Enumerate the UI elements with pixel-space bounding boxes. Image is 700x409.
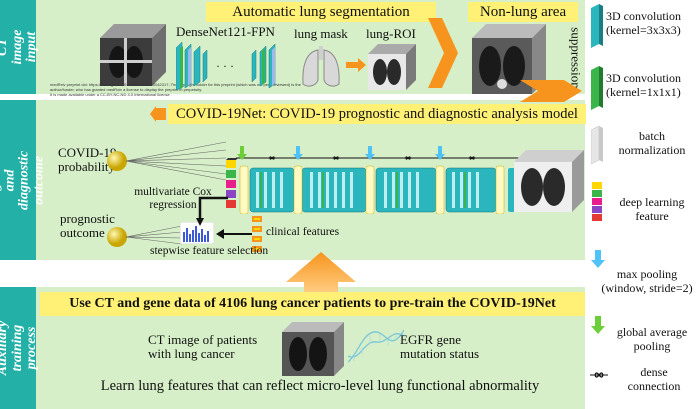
legend-dense-icon (590, 372, 608, 378)
lung-roi-label: lung-ROI (366, 26, 416, 41)
bottom-ct-cube (282, 322, 344, 376)
ct-input-cube (100, 24, 166, 86)
auxiliary-label: Auxiliary training process (0, 320, 40, 376)
dna-icon (348, 329, 404, 363)
legend-maxpool-label: max pooling (window, stride=2) (601, 267, 693, 295)
cox-label: multivariate Cox regression (134, 186, 212, 211)
lung-mask-icon (302, 46, 340, 87)
covid19net-title: COVID-19Net: COVID-19 prognostic and dia… (176, 105, 578, 122)
ct-input-label: CT image input (0, 29, 40, 65)
pipeline-chevron-1 (428, 18, 458, 88)
densenet-label: DenseNet121-FPN (176, 24, 275, 39)
clinical-arrow (216, 229, 252, 239)
pretrain-title: Use CT and gene data of 4106 lung cancer… (69, 296, 556, 311)
pretrain-up-arrow (286, 252, 356, 292)
legend-gap-label: global average pooling (616, 325, 688, 353)
legend-bn-label: batch normalization (618, 129, 686, 157)
non-lung-title: Non-lung area (479, 3, 567, 20)
prognostic-fan-lines (126, 225, 182, 245)
ct-patients-label: CT image of patients with lung cancer (148, 332, 258, 362)
legend-dense-label: dense connection (627, 365, 681, 393)
legend-conv3-icon (591, 4, 603, 48)
densenet-blocks: · · · (176, 41, 276, 90)
segmentation-banner: Automatic lung segmentation (206, 2, 436, 22)
banner-arrow-icon (150, 106, 166, 122)
non-lung-ct-cube (472, 24, 546, 94)
prognostic-outcome-label: prognostic outcome (60, 211, 115, 241)
auxiliary-sidebar: Auxiliary training process (0, 287, 39, 409)
down-orange-arrow (520, 80, 582, 102)
covid19net-network (236, 146, 522, 214)
legend-conv1-label: 3D convolution (kernel=1x1x1) (606, 71, 681, 99)
prognostic-outcome-node (107, 227, 127, 247)
learn-features-label: Learn lung features that can reflect mic… (100, 378, 540, 394)
legend-maxpool-icon (591, 250, 605, 268)
covid-prob-node (107, 151, 127, 171)
pretrain-banner: Use CT and gene data of 4106 lung cancer… (40, 292, 585, 316)
legend-dlf-label: deep learning feature (619, 195, 685, 223)
feature-path-arrow (196, 196, 228, 226)
covid-prob-label: COVID-19 probability (58, 145, 117, 175)
fine-print: medRxiv preprint doi: https://doi.org/10… (50, 82, 301, 97)
feature-selection-chart (180, 222, 214, 244)
segmentation-title: Automatic lung segmentation (232, 3, 410, 20)
stepwise-label: stepwise feature selection (150, 245, 269, 257)
clinical-features-label: clinical features (266, 226, 340, 238)
prognostic-label: Prognostic and diagnostic outcome (0, 148, 47, 212)
legend-conv1-icon (591, 66, 603, 110)
legend-gap-icon (591, 316, 605, 334)
egfr-label: EGFR gene mutation status (400, 332, 480, 362)
covid-prob-fan-lines (126, 141, 226, 181)
deep-feature-stack (226, 158, 238, 208)
non-lung-banner: Non-lung area (468, 2, 578, 22)
prognostic-sidebar: Prognostic and diagnostic outcome (0, 100, 47, 260)
ellipsis: · · · (216, 59, 234, 73)
legend-conv3-label: 3D convolution (kernel=3x3x3) (606, 9, 681, 37)
lung-mask-label: lung mask (294, 26, 348, 41)
lung-roi-cube (368, 44, 416, 90)
covid19net-banner: COVID-19Net: COVID-19 prognostic and dia… (168, 104, 586, 124)
legend-bn-icon (591, 126, 603, 164)
legend-dlf-icon (592, 182, 602, 221)
clinical-features-icon (252, 216, 262, 252)
ct-input-sidebar: CT image input (0, 0, 39, 94)
seg-arrow-icon (346, 58, 366, 72)
middle-ct-cube (514, 150, 584, 212)
